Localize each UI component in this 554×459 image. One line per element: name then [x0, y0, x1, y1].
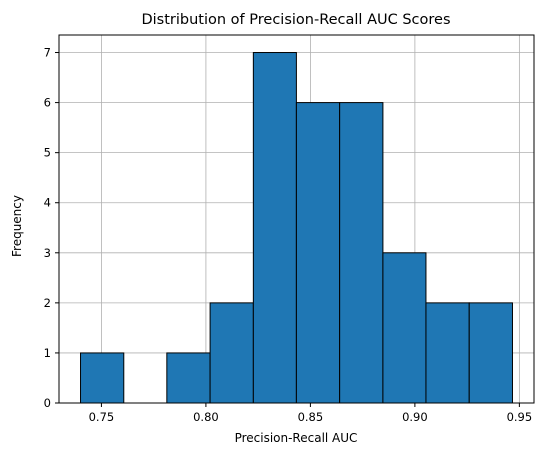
- x-tick-label: 0.95: [507, 410, 533, 424]
- y-tick-label: 2: [44, 296, 51, 310]
- y-tick-label: 1: [44, 346, 51, 360]
- tick-labels: 0.75 0.80 0.85 0.90 0.95 0 1 2 3 4 5 6 7: [44, 46, 533, 424]
- y-tick-label: 6: [44, 96, 51, 110]
- y-tick-label: 5: [44, 146, 51, 160]
- y-tick-label: 0: [44, 396, 51, 410]
- histogram-bar: [166, 352, 211, 404]
- x-tick-label: 0.75: [89, 410, 115, 424]
- y-axis-label: Frequency: [10, 195, 24, 257]
- y-tick-label: 3: [44, 246, 51, 260]
- chart-title: Distribution of Precision-Recall AUC Sco…: [141, 12, 450, 28]
- y-tick-label: 4: [44, 196, 51, 210]
- histogram-bar: [209, 302, 254, 404]
- histogram-bars: [80, 52, 513, 404]
- x-tick-label: 0.80: [193, 410, 219, 424]
- histogram-bar: [339, 102, 384, 404]
- histogram-bar: [468, 302, 513, 404]
- axes-frame: [58, 34, 535, 404]
- histogram-bar: [382, 252, 427, 404]
- y-tick-label: 7: [44, 46, 51, 60]
- axes: [55, 34, 535, 407]
- histogram-bar: [295, 102, 341, 404]
- histogram-bar: [80, 352, 125, 404]
- x-tick-label: 0.85: [298, 410, 324, 424]
- histogram-bar: [252, 52, 297, 404]
- histogram-bar: [425, 302, 470, 404]
- x-axis-label: Precision-Recall AUC: [235, 431, 358, 445]
- x-tick-label: 0.90: [402, 410, 428, 424]
